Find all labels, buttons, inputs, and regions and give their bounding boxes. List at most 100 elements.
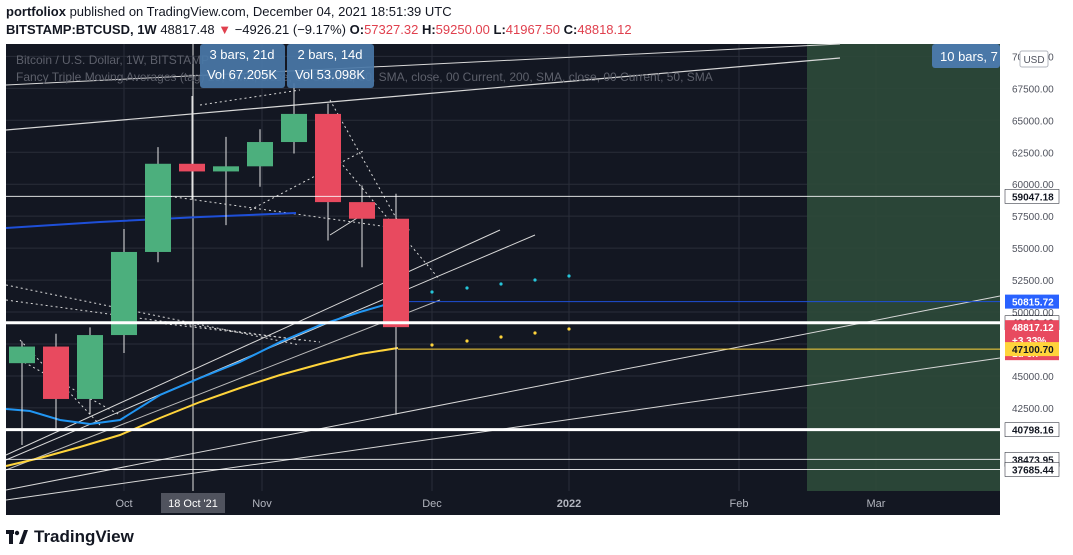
- candle-body: [213, 166, 239, 172]
- low-value: 41967.50: [505, 22, 561, 37]
- trendline: [19, 359, 121, 416]
- price-tick: 50000.00: [1012, 308, 1054, 319]
- price-label-box: [1004, 422, 1060, 437]
- ma-yellow-line: [5, 347, 399, 467]
- low-label: L:: [493, 22, 506, 37]
- time-tick: Nov: [252, 498, 272, 510]
- time-tick: Feb: [730, 498, 749, 510]
- candles-group: [9, 83, 409, 445]
- trendline: [5, 43, 841, 86]
- price-label-text: 48817.12: [1012, 323, 1054, 334]
- price-label-box: [1005, 294, 1059, 309]
- price-label-text: 37685.44: [1012, 465, 1054, 476]
- range-badge-1[interactable]: 3 bars, 21d Vol 67.205K: [200, 44, 285, 88]
- last-price: 48817.48: [160, 22, 215, 37]
- trendline: [5, 57, 841, 131]
- ma-projection-dot: [499, 282, 503, 286]
- range-badge-2[interactable]: 2 bars, 14d Vol 53.098K: [287, 44, 374, 88]
- logo-text: TradingView: [34, 527, 134, 546]
- price-label-box: [1004, 189, 1060, 204]
- change-value: −4926.21 (−9.17%): [234, 22, 346, 37]
- ma-projection-dot: [430, 343, 434, 347]
- price-label-text: 40798.16: [1012, 426, 1054, 437]
- ma-projection-dot: [430, 290, 434, 294]
- price-tick: 42500.00: [1012, 404, 1054, 415]
- publish-line: portfoliox published on TradingView.com,…: [6, 4, 452, 19]
- trendline: [149, 321, 321, 343]
- price-tick: 60000.00: [1012, 180, 1054, 191]
- ma-projection-dot: [567, 274, 571, 278]
- crosshair-date-label: 18 Oct '21: [168, 498, 218, 510]
- candle-body: [77, 335, 103, 399]
- ma-projection-dot: [533, 331, 537, 335]
- ma-projection-dot: [567, 327, 571, 331]
- price-tick: 67500.00: [1012, 84, 1054, 95]
- price-labels: 59047.1850815.7249163.1348817.12+3.33%1d…: [1004, 189, 1060, 477]
- high-value: 59250.00: [435, 22, 490, 37]
- time-tick: Dec: [422, 498, 442, 510]
- time-tick: Mar: [867, 498, 886, 510]
- ohlc-line: BITSTAMP:BTCUSD, 1W 48817.48 ▼ −4926.21 …: [6, 22, 632, 37]
- published-text: published on TradingView.com, December 0…: [69, 4, 452, 19]
- price-label-box: [1005, 342, 1059, 357]
- tradingview-logo-icon: [6, 530, 28, 544]
- price-tick: 52500.00: [1012, 276, 1054, 287]
- price-tick: 55000.00: [1012, 244, 1054, 255]
- range-badge-3-bars: 10 bars, 7: [940, 49, 998, 64]
- price-tick: 65000.00: [1012, 116, 1054, 127]
- price-label-box: [1004, 462, 1060, 477]
- range-badge-2-bars: 2 bars, 14d: [297, 47, 362, 62]
- trendline: [329, 99, 401, 226]
- price-tick: 45000.00: [1012, 372, 1054, 383]
- candle-body: [179, 163, 205, 172]
- trendline: [249, 149, 366, 211]
- ma-projection-dot: [465, 339, 469, 343]
- candle-body: [383, 218, 409, 328]
- price-label-change: +3.33%: [1012, 336, 1046, 347]
- trendline: [329, 149, 441, 281]
- trendline: [5, 229, 501, 456]
- currency-badge: USD: [1019, 50, 1049, 68]
- candle-body: [281, 113, 307, 143]
- candle-body: [145, 163, 171, 252]
- time-tick: 2022: [557, 498, 581, 510]
- range-badge-3[interactable]: 10 bars, 7: [932, 44, 1000, 68]
- trendline: [5, 284, 301, 346]
- candle-body: [349, 202, 375, 219]
- candle-body: [315, 113, 341, 203]
- price-label-text: 38473.95: [1012, 455, 1054, 466]
- tradingview-logo: TradingView: [6, 527, 134, 547]
- candle-body: [111, 251, 137, 336]
- currency-label: USD: [1023, 55, 1044, 66]
- trendline: [5, 295, 1001, 491]
- candle-body: [247, 142, 273, 167]
- price-label-text: 59047.18: [1012, 192, 1054, 203]
- legend-symbol: Bitcoin / U.S. Dollar, 1W, BITSTAMP: [16, 53, 209, 67]
- candle-body: [9, 346, 35, 364]
- horizontal-levels: [6, 195, 1000, 470]
- price-label-text: 50815.72: [1012, 298, 1054, 309]
- trendline: [199, 89, 301, 106]
- price-tick: 62500.00: [1012, 148, 1054, 159]
- close-value: 48818.12: [577, 22, 632, 37]
- crosshair-date-box: [161, 493, 225, 513]
- ma-projection-dot: [499, 335, 503, 339]
- symbol-label: BITSTAMP:BTCUSD, 1W: [6, 22, 157, 37]
- open-value: 57327.32: [364, 22, 419, 37]
- time-axis-ticks: Oct 18 Oct '21 Nov Dec 2022 Feb Mar: [115, 493, 886, 513]
- projection-zone: [807, 44, 1000, 491]
- time-axis-panel: [6, 487, 1000, 515]
- ma-projection-dot: [533, 278, 537, 282]
- price-tick: 57500.00: [1012, 212, 1054, 223]
- high-label: H:: [421, 22, 436, 37]
- ma-projection-dot: [465, 286, 469, 290]
- down-arrow-icon: ▼: [218, 22, 232, 37]
- trendline: [5, 299, 441, 471]
- publisher-name: portfoliox: [6, 4, 66, 19]
- range-badge-1-bars: 3 bars, 21d: [209, 47, 274, 62]
- range-badge-1-vol: Vol 67.205K: [207, 67, 277, 82]
- open-label: O:: [349, 22, 365, 37]
- candle-body: [43, 346, 69, 399]
- range-badge-2-vol: Vol 53.098K: [295, 67, 365, 82]
